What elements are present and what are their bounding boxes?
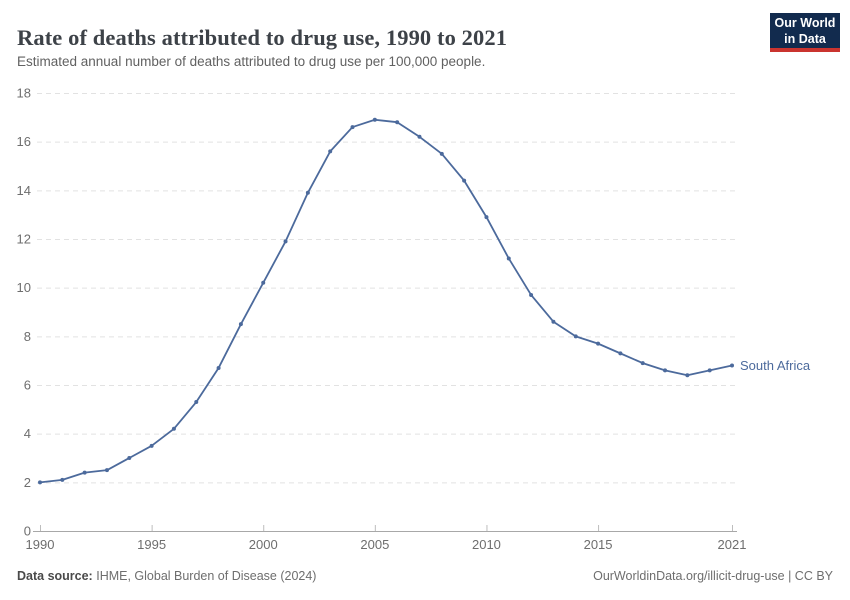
page-footer: Data source: IHME, Global Burden of Dise…: [17, 569, 833, 583]
svg-text:1990: 1990: [26, 537, 55, 552]
gridlines: [37, 93, 737, 484]
svg-text:2000: 2000: [249, 537, 278, 552]
owid-logo-line2: in Data: [784, 31, 826, 46]
svg-text:10: 10: [17, 280, 31, 295]
footer-link[interactable]: OurWorldinData.org/illicit-drug-use | CC…: [593, 569, 833, 583]
x-axis-labels: 1990 1995 2000 2005 2010 2015 2021: [26, 537, 747, 552]
page-title: Rate of deaths attributed to drug use, 1…: [17, 25, 508, 51]
svg-text:2015: 2015: [584, 537, 613, 552]
data-source-label: Data source:: [17, 569, 93, 583]
svg-text:14: 14: [17, 183, 31, 198]
y-axis-labels: 0 2 4 6 8 10 12 14 16 18: [17, 86, 31, 539]
series-points[interactable]: [38, 117, 734, 485]
data-source: Data source: IHME, Global Burden of Dise…: [17, 569, 316, 583]
series-label[interactable]: South Africa: [740, 358, 811, 373]
svg-text:1995: 1995: [137, 537, 166, 552]
svg-text:18: 18: [17, 86, 31, 101]
svg-text:2010: 2010: [472, 537, 501, 552]
svg-text:12: 12: [17, 232, 31, 247]
svg-text:2: 2: [24, 475, 31, 490]
owid-logo[interactable]: Our World in Data: [770, 13, 840, 52]
svg-text:16: 16: [17, 134, 31, 149]
svg-text:4: 4: [24, 426, 31, 441]
series-line-south-africa[interactable]: [39, 118, 733, 484]
page-subtitle: Estimated annual number of deaths attrib…: [17, 54, 486, 69]
svg-text:8: 8: [24, 329, 31, 344]
svg-text:0: 0: [24, 524, 31, 539]
owid-logo-line1: Our World: [774, 16, 836, 30]
data-source-text: IHME, Global Burden of Disease (2024): [96, 569, 317, 583]
svg-text:6: 6: [24, 378, 31, 393]
svg-text:2021: 2021: [718, 537, 747, 552]
svg-text:2005: 2005: [360, 537, 389, 552]
x-axis: [33, 525, 737, 532]
